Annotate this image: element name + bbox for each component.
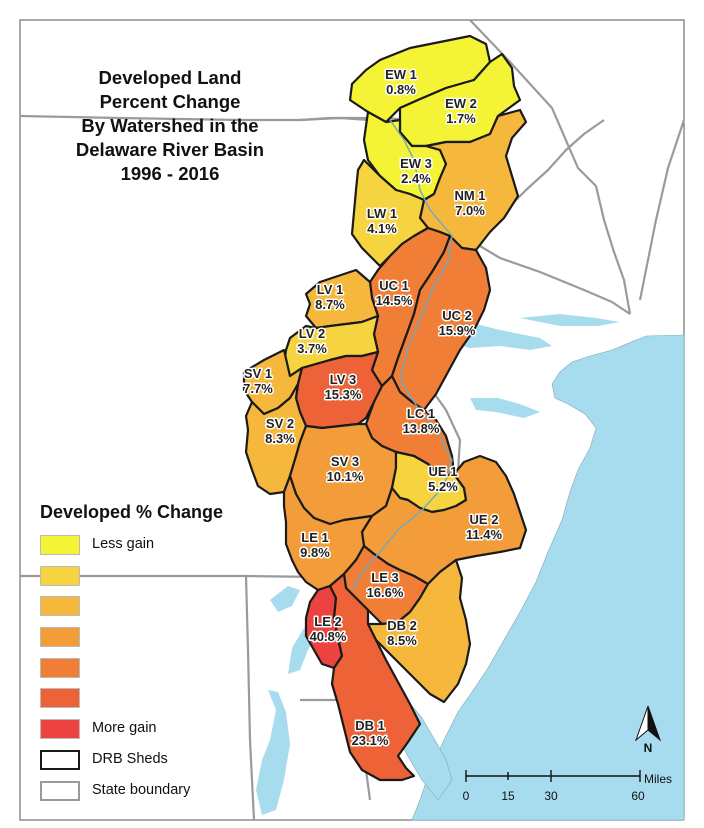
- legend-swatch-5: [40, 688, 80, 709]
- title-line-5: 1996 - 2016: [120, 163, 220, 184]
- legend-swatch-1: [40, 565, 80, 586]
- label-ew-3-id: EW 3: [400, 156, 432, 171]
- legend: Developed % Change Less gain More gain DR…: [36, 502, 266, 809]
- delaware-river: [351, 119, 453, 591]
- label-db-2-value: 8.5%: [387, 633, 417, 648]
- label-ue-2-id: UE 2: [470, 512, 499, 527]
- chesapeake-water: [256, 690, 290, 815]
- label-sv-1-value: 7.7%: [243, 381, 273, 396]
- label-lv-2-id: LV 2: [299, 326, 326, 341]
- title-line-1: Developed Land: [98, 67, 242, 88]
- label-sv-3-id: SV 3: [331, 454, 359, 469]
- label-uc-2-id: UC 2: [442, 308, 472, 323]
- label-lv-1-value: 8.7%: [315, 297, 345, 312]
- label-sv-3-value: 10.1%: [327, 469, 364, 484]
- state-boundary-swatch: [40, 780, 80, 801]
- legend-row-drb: DRB Sheds: [36, 748, 266, 779]
- scale-unit: Miles: [644, 772, 672, 786]
- label-ew-1-value: 0.8%: [386, 82, 416, 97]
- legend-row-class-4: [36, 656, 266, 687]
- label-sv-2-value: 8.3%: [265, 431, 295, 446]
- label-lv-1-id: LV 1: [317, 282, 344, 297]
- label-nm-1-value: 7.0%: [455, 203, 485, 218]
- legend-label-6: More gain: [92, 720, 157, 737]
- label-db-1-id: DB 1: [355, 718, 385, 733]
- legend-row-class-5: [36, 686, 266, 717]
- label-ew-3-value: 2.4%: [401, 171, 431, 186]
- scale-tick-1: 15: [501, 789, 515, 803]
- label-lv-3-value: 15.3%: [325, 387, 362, 402]
- watershed-polygons: [242, 34, 528, 782]
- watershed-nm-1: [418, 108, 528, 252]
- label-le-1-id: LE 1: [301, 530, 328, 545]
- title-line-3: By Watershed in the: [81, 115, 259, 136]
- drb-sheds-swatch: [40, 749, 80, 770]
- legend-swatch-2: [40, 596, 80, 617]
- legend-label-state: State boundary: [92, 781, 191, 798]
- label-le-3-value: 16.6%: [367, 585, 404, 600]
- label-lc-1-id: LC 1: [407, 406, 435, 421]
- north-arrow-icon: N: [634, 705, 662, 755]
- legend-title: Developed % Change: [40, 502, 224, 522]
- legend-label-drb: DRB Sheds: [92, 750, 168, 767]
- title-line-4: Delaware River Basin: [75, 139, 265, 160]
- scale-bar: Miles 0 15 30 60: [463, 770, 672, 803]
- label-uc-1-id: UC 1: [379, 278, 409, 293]
- watershed-labels: EW 10.8% EW 21.7% EW 32.4% NM 17.0% LW 14.1%…: [242, 66, 504, 750]
- label-ew-2-value: 1.7%: [446, 111, 476, 126]
- label-le-1-value: 9.8%: [300, 545, 330, 560]
- label-le-3-id: LE 3: [371, 570, 398, 585]
- label-ew-2-id: EW 2: [445, 96, 477, 111]
- label-lv-2-value: 3.7%: [297, 341, 327, 356]
- map-title: Developed Land Percent Change By Watersh…: [40, 66, 300, 186]
- label-db-1-value: 23.1%: [352, 733, 389, 748]
- scale-tick-2: 30: [544, 789, 558, 803]
- label-db-2-id: DB 2: [387, 618, 417, 633]
- scale-tick-0: 0: [463, 789, 470, 803]
- legend-row-class-1: [36, 564, 266, 595]
- legend-row-class-6: More gain: [36, 717, 266, 748]
- legend-label-0: Less gain: [92, 536, 155, 552]
- label-lv-3-id: LV 3: [330, 372, 357, 387]
- label-sv-2-id: SV 2: [266, 416, 294, 431]
- ocean-water: [411, 314, 685, 821]
- label-uc-2-value: 15.9%: [439, 323, 476, 338]
- legend-classes: Less gain More gain: [36, 533, 266, 748]
- legend-swatch-0: [40, 535, 80, 555]
- label-ue-1-id: UE 1: [429, 464, 458, 479]
- north-label: N: [644, 741, 653, 755]
- title-line-2: Percent Change: [99, 91, 241, 112]
- label-le-2-value: 40.8%: [310, 629, 347, 644]
- legend-swatch-4: [40, 657, 80, 678]
- watershed-db-1: [328, 572, 422, 782]
- label-sv-1-id: SV 1: [244, 366, 272, 381]
- legend-row-class-3: [36, 625, 266, 656]
- watershed-db-2: [366, 558, 472, 704]
- label-uc-1-value: 14.5%: [376, 293, 413, 308]
- label-ue-2-value: 11.4%: [466, 527, 503, 542]
- label-nm-1-id: NM 1: [454, 188, 485, 203]
- legend-swatch-6: [40, 719, 80, 740]
- legend-row-class-0: Less gain: [36, 533, 266, 564]
- legend-row-state: State boundary: [36, 779, 266, 810]
- label-lw-1-id: LW 1: [367, 206, 397, 221]
- label-lc-1-value: 13.8%: [403, 421, 440, 436]
- legend-swatch-3: [40, 627, 80, 648]
- label-ew-1-id: EW 1: [385, 67, 417, 82]
- scale-tick-3: 60: [631, 789, 645, 803]
- label-lw-1-value: 4.1%: [367, 221, 397, 236]
- legend-row-class-2: [36, 594, 266, 625]
- label-le-2-id: LE 2: [314, 614, 341, 629]
- label-ue-1-value: 5.2%: [428, 479, 458, 494]
